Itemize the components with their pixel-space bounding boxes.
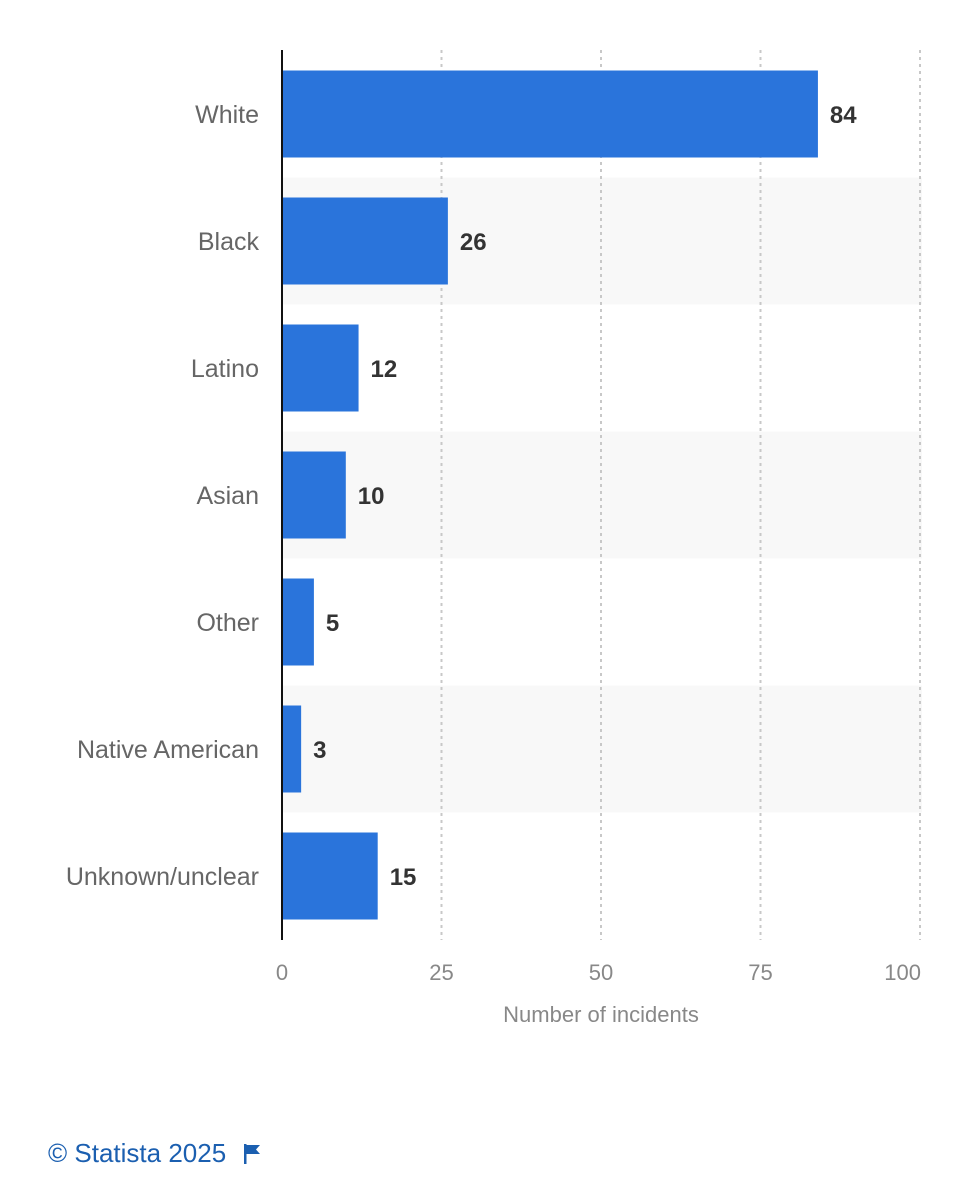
category-label: Black <box>198 228 260 256</box>
x-tick-label: 25 <box>429 960 453 985</box>
row-band <box>282 431 922 559</box>
value-label: 10 <box>358 483 385 510</box>
copyright-text[interactable]: © Statista 2025 <box>48 1138 227 1168</box>
category-label: White <box>195 101 259 129</box>
row-band <box>282 685 922 813</box>
bar[interactable] <box>282 197 448 285</box>
x-tick-label: 50 <box>589 960 613 985</box>
flag-icon[interactable] <box>242 1143 262 1165</box>
value-label: 3 <box>313 737 326 764</box>
x-tick-label: 100 <box>884 960 921 985</box>
bar-chart: White Black Latino Asian Other Native America… <box>66 50 922 1027</box>
value-label: 26 <box>460 229 487 256</box>
bars <box>282 70 818 920</box>
category-labels: White Black Latino Asian Other Native America… <box>66 101 260 891</box>
x-axis-title: Number of incidents <box>503 1002 699 1027</box>
value-label: 12 <box>371 356 398 383</box>
bar[interactable] <box>282 324 359 412</box>
x-tick-label: 0 <box>276 960 288 985</box>
category-label: Unknown/unclear <box>66 863 259 891</box>
category-label: Asian <box>196 482 259 510</box>
footer: © Statista 2025 <box>48 1138 262 1169</box>
bar[interactable] <box>282 451 346 539</box>
bar[interactable] <box>282 70 818 158</box>
category-label: Other <box>196 609 259 637</box>
bar[interactable] <box>282 705 302 793</box>
value-label: 84 <box>830 102 857 129</box>
bar[interactable] <box>282 832 378 920</box>
x-tick-label: 75 <box>748 960 772 985</box>
value-label: 5 <box>326 610 339 637</box>
value-label: 15 <box>390 864 417 891</box>
category-label: Latino <box>191 355 259 383</box>
bar[interactable] <box>282 578 314 666</box>
x-tick-labels: 0 25 50 75 100 <box>276 960 921 985</box>
category-label: Native American <box>77 736 259 764</box>
value-labels: 84 26 12 10 5 3 15 <box>313 102 857 891</box>
